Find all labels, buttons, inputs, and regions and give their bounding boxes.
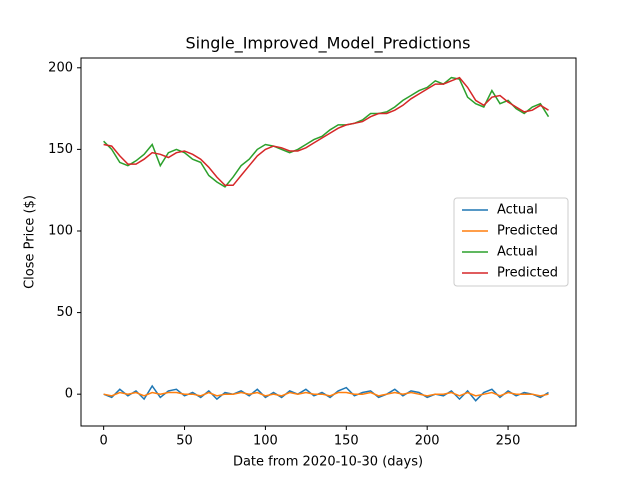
series-line [103,391,549,397]
series-line [103,76,550,188]
x-tick-label: 0 [100,434,108,449]
plot-frame [80,57,577,427]
x-tick-label: 50 [176,434,193,449]
y-tick-label: 100 [48,223,73,238]
chart-title: Single_Improved_Model_Predictions [186,34,471,54]
series-line [103,76,549,187]
x-tick-label: 200 [415,434,440,449]
legend-label: Predicted [497,224,558,239]
y-axis-label: Close Price ($) [23,195,38,289]
x-tick-label: 100 [253,434,278,449]
legend-label: Actual [497,203,538,218]
legend-box [453,197,569,287]
y-tick-label: 200 [48,60,73,75]
legend-label: Predicted [497,266,558,281]
legend-label: Actual [497,245,538,260]
y-tick-label: 0 [65,387,73,402]
y-tick-label: 150 [48,142,73,157]
y-tick-label: 50 [56,305,73,320]
x-tick-label: 250 [496,434,521,449]
x-axis-label: Date from 2020-10-30 (days) [233,455,423,470]
series-line [103,384,549,402]
x-tick-label: 150 [334,434,359,449]
